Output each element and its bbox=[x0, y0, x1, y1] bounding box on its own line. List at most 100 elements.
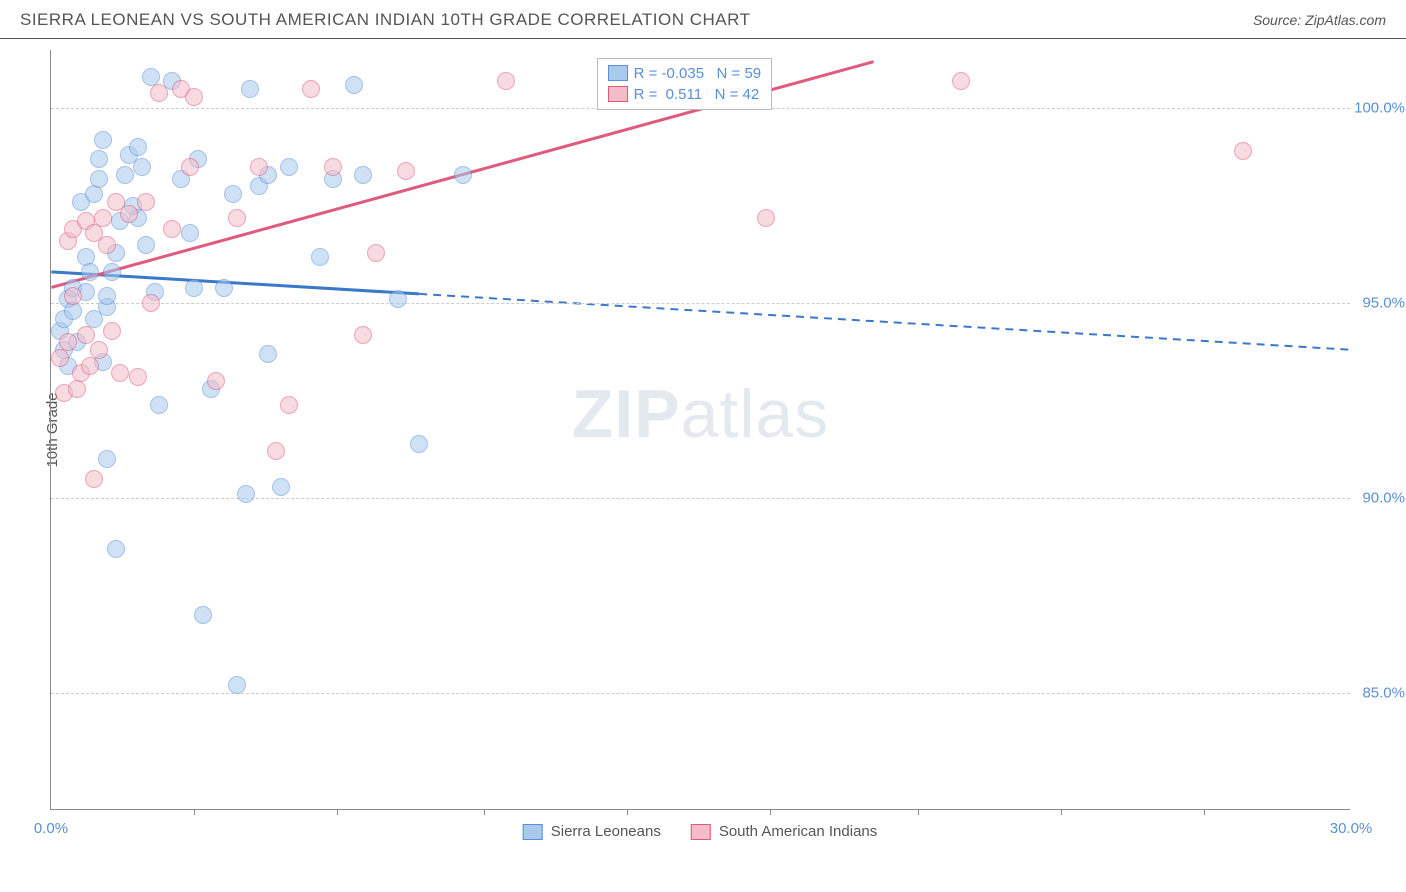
data-point bbox=[94, 131, 112, 149]
data-point bbox=[85, 470, 103, 488]
x-tick-label: 0.0% bbox=[34, 820, 68, 837]
data-point bbox=[163, 220, 181, 238]
data-point bbox=[272, 478, 290, 496]
gridline bbox=[51, 693, 1350, 694]
legend-swatch bbox=[691, 824, 711, 840]
x-tick-mark bbox=[337, 809, 338, 815]
data-point bbox=[194, 606, 212, 624]
correlation-legend: R = -0.035 N = 59 R = 0.511 N = 42 bbox=[597, 58, 773, 110]
legend-swatch bbox=[608, 86, 628, 102]
legend-stats: R = -0.035 N = 59 bbox=[634, 65, 762, 82]
data-point bbox=[150, 396, 168, 414]
chart-header: SIERRA LEONEAN VS SOUTH AMERICAN INDIAN … bbox=[0, 0, 1406, 39]
x-tick-mark bbox=[627, 809, 628, 815]
data-point bbox=[228, 209, 246, 227]
data-point bbox=[181, 158, 199, 176]
data-point bbox=[98, 287, 116, 305]
data-point bbox=[185, 279, 203, 297]
data-point bbox=[259, 345, 277, 363]
data-point bbox=[354, 326, 372, 344]
data-point bbox=[181, 224, 199, 242]
data-point bbox=[241, 80, 259, 98]
legend-stats: R = 0.511 N = 42 bbox=[634, 86, 760, 103]
data-point bbox=[90, 150, 108, 168]
data-point bbox=[81, 357, 99, 375]
data-point bbox=[98, 236, 116, 254]
data-point bbox=[116, 166, 134, 184]
data-point bbox=[90, 170, 108, 188]
x-tick-mark bbox=[770, 809, 771, 815]
data-point bbox=[237, 485, 255, 503]
data-point bbox=[98, 450, 116, 468]
x-tick-mark bbox=[1061, 809, 1062, 815]
x-tick-mark bbox=[1204, 809, 1205, 815]
data-point bbox=[142, 294, 160, 312]
data-point bbox=[497, 72, 515, 90]
legend-item: Sierra Leoneans bbox=[523, 823, 661, 840]
data-point bbox=[185, 88, 203, 106]
data-point bbox=[280, 158, 298, 176]
x-tick-mark bbox=[194, 809, 195, 815]
data-point bbox=[280, 396, 298, 414]
data-point bbox=[90, 341, 108, 359]
x-tick-label: 30.0% bbox=[1330, 820, 1373, 837]
data-point bbox=[103, 322, 121, 340]
data-point bbox=[397, 162, 415, 180]
legend-label: South American Indians bbox=[719, 823, 877, 840]
gridline bbox=[51, 303, 1350, 304]
data-point bbox=[410, 435, 428, 453]
data-point bbox=[302, 80, 320, 98]
legend-swatch bbox=[523, 824, 543, 840]
chart-title: SIERRA LEONEAN VS SOUTH AMERICAN INDIAN … bbox=[20, 10, 751, 30]
data-point bbox=[367, 244, 385, 262]
legend-item: South American Indians bbox=[691, 823, 877, 840]
data-point bbox=[207, 372, 225, 390]
data-point bbox=[1234, 142, 1252, 160]
data-point bbox=[64, 287, 82, 305]
data-point bbox=[345, 76, 363, 94]
data-point bbox=[250, 158, 268, 176]
data-point bbox=[129, 368, 147, 386]
data-point bbox=[215, 279, 233, 297]
bottom-legend: Sierra Leoneans South American Indians bbox=[523, 823, 878, 840]
data-point bbox=[51, 349, 69, 367]
data-point bbox=[228, 676, 246, 694]
data-point bbox=[107, 540, 125, 558]
data-point bbox=[150, 84, 168, 102]
data-point bbox=[454, 166, 472, 184]
data-point bbox=[64, 302, 82, 320]
data-point bbox=[77, 326, 95, 344]
data-point bbox=[137, 236, 155, 254]
data-point bbox=[120, 205, 138, 223]
legend-swatch bbox=[608, 65, 628, 81]
source-label: Source: ZipAtlas.com bbox=[1253, 12, 1386, 28]
data-point bbox=[267, 442, 285, 460]
chart-area: 10th Grade ZIPatlas 85.0%90.0%95.0%100.0… bbox=[50, 50, 1350, 810]
trend-lines bbox=[51, 50, 1350, 809]
legend-label: Sierra Leoneans bbox=[551, 823, 661, 840]
x-tick-mark bbox=[918, 809, 919, 815]
y-tick-label: 85.0% bbox=[1362, 685, 1405, 702]
data-point bbox=[111, 364, 129, 382]
data-point bbox=[85, 185, 103, 203]
data-point bbox=[354, 166, 372, 184]
y-tick-label: 100.0% bbox=[1354, 100, 1405, 117]
data-point bbox=[94, 209, 112, 227]
data-point bbox=[952, 72, 970, 90]
data-point bbox=[224, 185, 242, 203]
y-tick-label: 95.0% bbox=[1362, 295, 1405, 312]
data-point bbox=[103, 263, 121, 281]
data-point bbox=[389, 290, 407, 308]
y-tick-label: 90.0% bbox=[1362, 490, 1405, 507]
data-point bbox=[311, 248, 329, 266]
data-point bbox=[129, 138, 147, 156]
data-point bbox=[59, 333, 77, 351]
data-point bbox=[81, 263, 99, 281]
data-point bbox=[133, 158, 151, 176]
plot-region: ZIPatlas 85.0%90.0%95.0%100.0%0.0%30.0%R… bbox=[50, 50, 1350, 810]
watermark: ZIPatlas bbox=[572, 375, 829, 453]
x-tick-mark bbox=[484, 809, 485, 815]
data-point bbox=[324, 158, 342, 176]
data-point bbox=[137, 193, 155, 211]
data-point bbox=[757, 209, 775, 227]
